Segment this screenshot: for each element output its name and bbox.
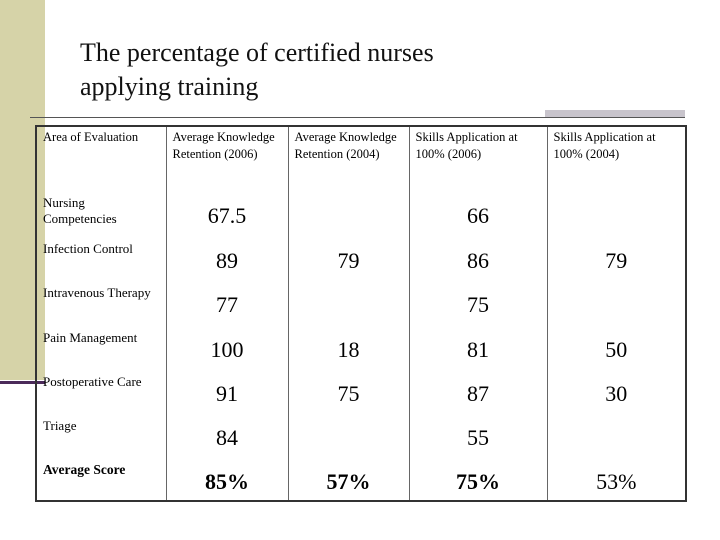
cell-value: 86 bbox=[408, 235, 547, 280]
table-row: Triage 84 55 bbox=[35, 411, 686, 456]
cell-value: 66 bbox=[408, 189, 547, 236]
column-header: Average Knowledge Retention (2004) bbox=[287, 126, 409, 189]
cell-value bbox=[546, 279, 686, 324]
row-label: Infection Control bbox=[35, 235, 166, 280]
table-row: Nursing Competencies 67.5 66 bbox=[35, 189, 686, 236]
row-label: Intravenous Therapy bbox=[35, 279, 166, 324]
accent-bar bbox=[545, 110, 685, 117]
row-label: Average Score bbox=[35, 455, 166, 501]
cell-value: 87 bbox=[408, 367, 547, 412]
column-header: Skills Application at 100% (2006) bbox=[408, 126, 547, 189]
column-header: Average Knowledge Retention (2006) bbox=[165, 126, 288, 189]
cell-value: 55 bbox=[408, 411, 547, 456]
column-header: Skills Application at 100% (2004) bbox=[546, 126, 686, 189]
data-table: Area of Evaluation Average Knowledge Rete… bbox=[35, 125, 687, 502]
table-row: Postoperative Care 91 75 87 30 bbox=[35, 367, 686, 412]
cell-value: 53% bbox=[546, 455, 686, 501]
cell-value bbox=[287, 411, 409, 456]
cell-value: 91 bbox=[165, 367, 288, 412]
cell-value: 50 bbox=[546, 323, 686, 368]
cell-value bbox=[546, 411, 686, 456]
cell-value: 57% bbox=[287, 455, 409, 501]
row-label: Triage bbox=[35, 411, 166, 456]
table-row: Infection Control 89 79 86 79 bbox=[35, 235, 686, 280]
table-row: Average Score 85% 57% 75% 53% bbox=[35, 455, 686, 501]
cell-value: 85% bbox=[165, 455, 288, 501]
cell-value: 75 bbox=[287, 367, 409, 412]
cell-value bbox=[546, 189, 686, 236]
cell-value: 75 bbox=[408, 279, 547, 324]
cell-value: 100 bbox=[165, 323, 288, 368]
cell-value bbox=[287, 279, 409, 324]
row-label: Nursing Competencies bbox=[35, 189, 166, 236]
table-row: Intravenous Therapy 77 75 bbox=[35, 279, 686, 324]
cell-value: 77 bbox=[165, 279, 288, 324]
row-label: Postoperative Care bbox=[35, 367, 166, 412]
cell-value: 84 bbox=[165, 411, 288, 456]
cell-value: 81 bbox=[408, 323, 547, 368]
slide-title: The percentage of certified nurses apply… bbox=[80, 38, 434, 101]
row-label: Pain Management bbox=[35, 323, 166, 368]
table-body: Nursing Competencies 67.5 66 Infection Cont… bbox=[35, 189, 686, 501]
table-row: Pain Management 100 18 81 50 bbox=[35, 323, 686, 368]
cell-value: 30 bbox=[546, 367, 686, 412]
cell-value: 79 bbox=[546, 235, 686, 280]
accent-line bbox=[0, 381, 45, 384]
cell-value: 18 bbox=[287, 323, 409, 368]
cell-value: 75% bbox=[408, 455, 547, 501]
header-row: Area of Evaluation Average Knowledge Rete… bbox=[35, 126, 686, 189]
cell-value: 79 bbox=[287, 235, 409, 280]
divider bbox=[30, 117, 685, 118]
cell-value: 67.5 bbox=[165, 189, 288, 236]
cell-value bbox=[287, 189, 409, 236]
column-header: Area of Evaluation bbox=[35, 126, 166, 189]
cell-value: 89 bbox=[165, 235, 288, 280]
